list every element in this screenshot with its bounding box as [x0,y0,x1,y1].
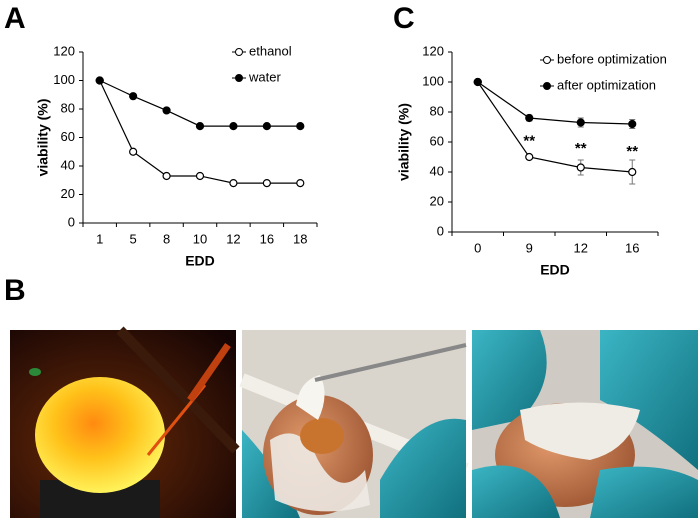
data-point [525,152,534,162]
legend-marker [543,56,551,64]
annotation: ** [575,140,587,157]
annotation: ** [523,132,535,149]
data-point [229,121,238,131]
photo [472,330,698,518]
y-tick-label: 120 [422,43,444,58]
panel-label: C [393,2,415,35]
x-tick-label: 10 [193,231,207,246]
photo [239,330,469,518]
y-tick-label: 40 [430,163,444,178]
x-tick-label: 12 [226,231,240,246]
data-point [296,121,305,131]
x-tick-label: 12 [574,240,588,255]
y-tick-label: 80 [430,103,444,118]
data-point [576,118,585,127]
series-line [477,81,633,125]
data-point [473,77,482,87]
y-axis-label: viability (%) [35,99,51,177]
y-tick-label: 20 [430,193,444,208]
series-line [477,81,633,173]
data-point [296,179,305,188]
x-tick-label: 0 [474,240,481,255]
panel-label: B [4,274,26,307]
legend-marker [235,74,243,82]
legend-label: after optimization [557,77,656,92]
y-tick-label: 20 [61,186,75,201]
x-axis-label: EDD [185,253,215,269]
data-point [628,119,637,129]
annotation: ** [626,143,638,160]
photo [10,326,240,518]
legend-marker [543,82,551,90]
x-tick-label: 16 [625,240,639,255]
y-tick-label: 40 [61,157,75,172]
data-point [229,179,238,188]
x-tick-label: 16 [260,231,274,246]
series-line [99,79,301,127]
y-axis-label: viability (%) [396,103,412,181]
data-point [628,167,637,177]
y-tick-label: 100 [422,73,444,88]
x-tick-label: 9 [526,240,533,255]
legend-marker [235,48,243,56]
data-point [162,171,171,181]
data-point [262,121,271,131]
data-point [129,147,138,156]
legend-label: before optimization [557,51,667,66]
data-point [195,171,205,181]
data-point [95,76,104,85]
y-tick-label: 120 [53,43,75,58]
x-tick-label: 5 [130,231,137,246]
x-tick-label: 18 [293,231,307,246]
legend-label: ethanol [249,43,292,58]
y-tick-label: 100 [53,72,75,87]
data-point [162,106,171,115]
data-point [129,92,138,101]
y-tick-label: 0 [437,223,444,238]
x-axis-label: EDD [540,262,570,278]
y-tick-label: 0 [68,214,75,229]
y-tick-label: 60 [61,129,75,144]
data-point [195,121,205,131]
data-point [525,113,534,123]
legend-label: water [248,69,281,84]
panel-label: A [4,2,26,35]
x-tick-label: 8 [163,231,170,246]
data-point [576,163,585,172]
data-point [262,179,271,188]
x-tick-label: 1 [96,231,103,246]
y-tick-label: 80 [61,100,75,115]
y-tick-label: 60 [430,133,444,148]
